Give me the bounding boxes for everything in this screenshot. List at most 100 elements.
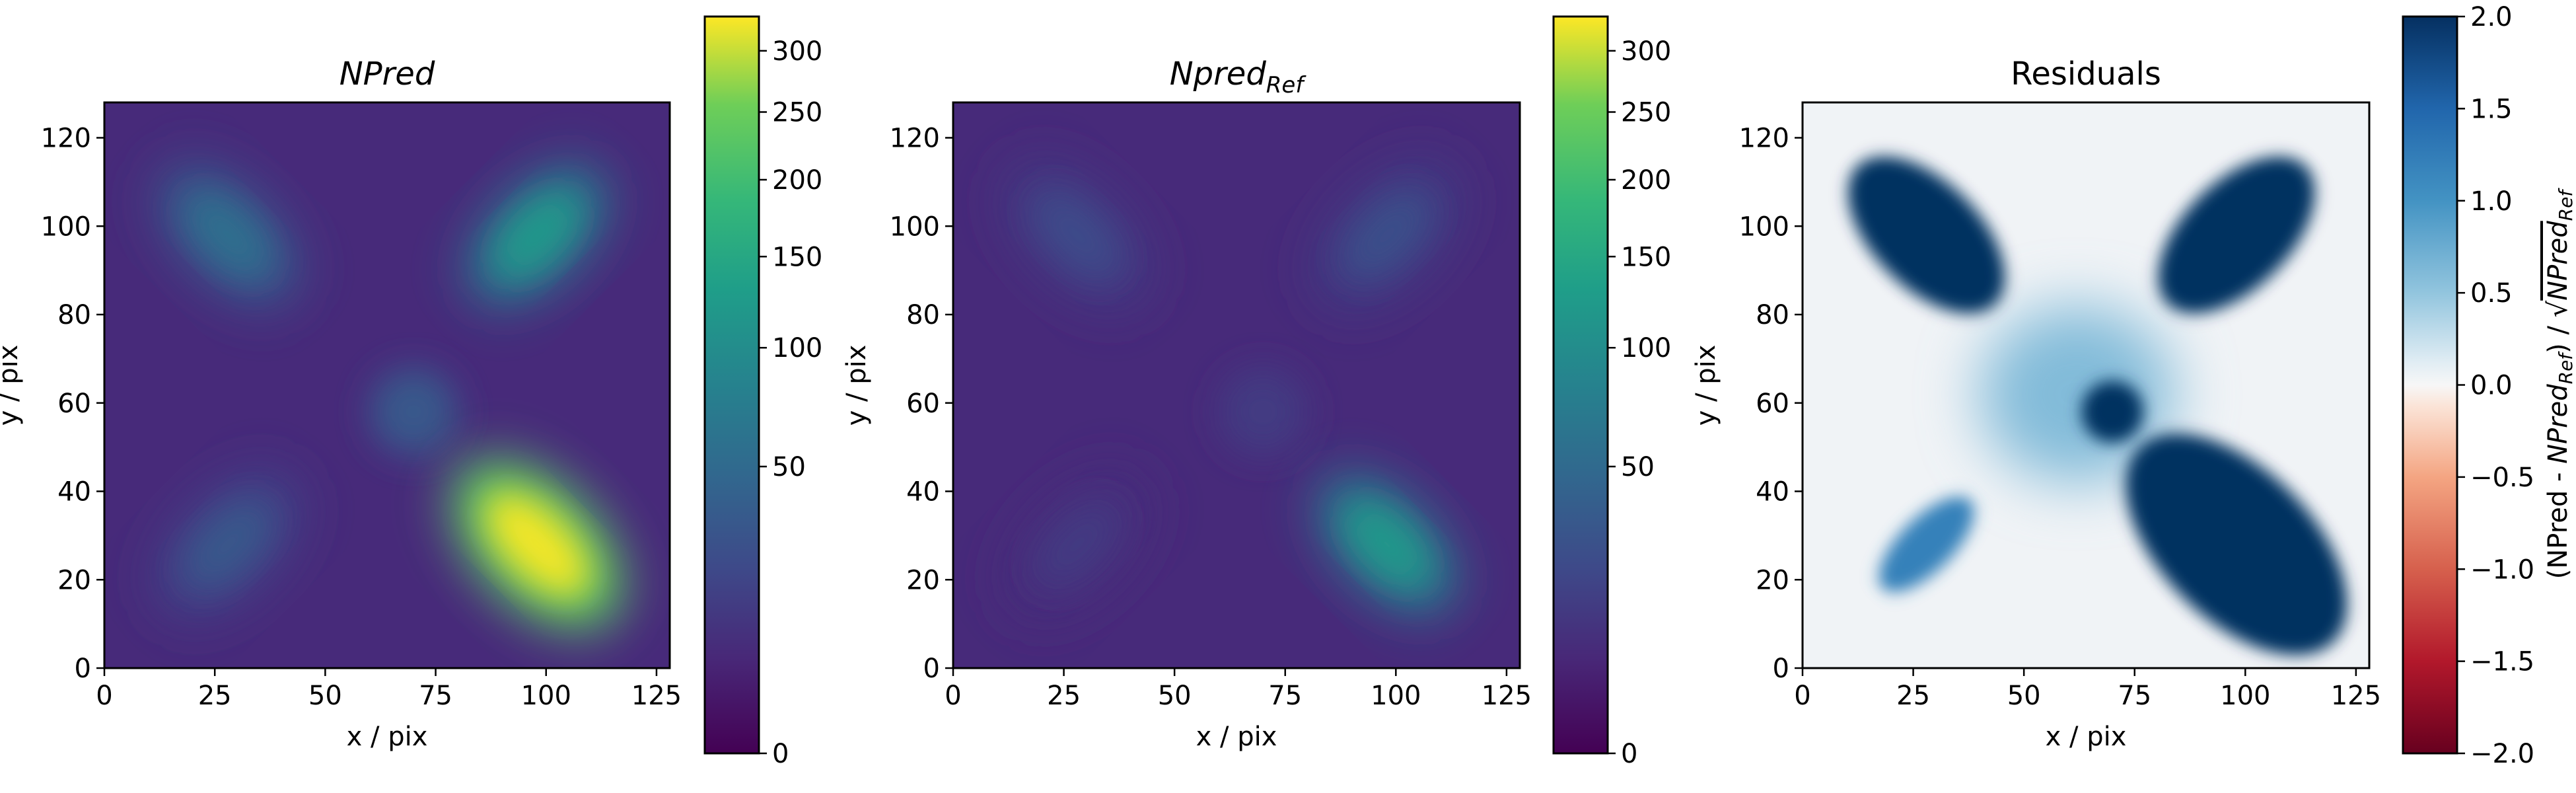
x-tick-label: 25 — [198, 681, 232, 711]
source-4 — [1345, 502, 1429, 587]
y-tick-label: 80 — [906, 300, 940, 330]
x-tick-label: 50 — [308, 681, 342, 711]
y-tick-label: 60 — [906, 389, 940, 419]
source-4 — [2126, 434, 2347, 656]
panel-npred-ref-xlabel: x / pix — [1196, 722, 1277, 752]
colorbar-tick-label: 0 — [772, 739, 789, 769]
panel-npred-colorbar-ticks: 0 50 100 150 200 250 300 — [759, 36, 822, 769]
panel-npred-ref-x-axis: 0 25 50 75 100 125 — [945, 668, 1532, 711]
source-3 — [186, 502, 270, 587]
source-4 — [485, 492, 590, 597]
colorbar-tick-label: 100 — [772, 333, 822, 363]
x-tick-label: 100 — [1371, 681, 1421, 711]
npred-sources — [157, 163, 624, 632]
y-tick-label: 20 — [1756, 565, 1789, 595]
y-tick-label: 100 — [41, 211, 91, 242]
panel-npred-ref-title: NpredRef — [1170, 56, 1307, 98]
x-tick-label: 100 — [2220, 681, 2270, 711]
colorbar-tick-label: 1.5 — [2470, 94, 2513, 124]
x-tick-label: 0 — [96, 681, 112, 711]
panel-npred: NPred 0 25 50 75 100 125 0 20 40 60 80 100 120 x / … — [0, 56, 682, 752]
colorbar-tick-label: 1.0 — [2470, 186, 2513, 217]
panel-npred-ref-ylabel: y / pix — [841, 345, 872, 426]
x-tick-label: 50 — [1158, 681, 1192, 711]
colorbar-tick-label: 50 — [772, 452, 806, 482]
x-tick-label: 75 — [2118, 681, 2151, 711]
x-tick-label: 75 — [1268, 681, 1302, 711]
panel-npred-ref-title-main: Npred — [1170, 56, 1267, 93]
panel-residuals-x-axis: 0 25 50 75 100 125 — [1794, 668, 2381, 711]
colorbar-tick-label: 300 — [772, 36, 822, 67]
panel-residuals-image — [1803, 102, 2369, 668]
colorbar-tick-label: −1.5 — [2470, 647, 2534, 677]
y-tick-label: 20 — [57, 565, 91, 595]
panel-npred-title: NPred — [340, 56, 435, 93]
source-2 — [1219, 367, 1308, 457]
y-tick-label: 120 — [41, 124, 91, 154]
panel-npred-ylabel: y / pix — [0, 345, 24, 426]
colorbar-tick-label: 50 — [1621, 452, 1655, 482]
source-2 — [369, 367, 458, 456]
x-tick-label: 25 — [1047, 681, 1081, 711]
cbar-label-sub-2: Ref — [2555, 188, 2576, 221]
y-tick-label: 40 — [1756, 477, 1789, 508]
panel-npred-ref: NpredRef 0 25 50 75 100 125 0 20 40 60 80 100 120 x… — [841, 56, 1532, 752]
source-0 — [186, 193, 270, 278]
panel-npred-ref-colorbar-ticks: 0 50 100 150 200 250 300 — [1608, 36, 1671, 769]
source-1 — [2158, 156, 2315, 314]
cbar-label-ref: NPred — [2543, 384, 2573, 464]
colorbar-tick-label: 0 — [1621, 739, 1637, 769]
x-tick-label: 125 — [2331, 681, 2381, 711]
colorbar-tick-label: −0.5 — [2470, 463, 2534, 493]
panel-npred-ref-y-axis: 0 20 40 60 80 100 120 — [890, 124, 953, 684]
panel-npred-colorbar: 0 50 100 150 200 250 300 — [703, 15, 822, 769]
panel-residuals-colorbar-ticks: −2.0 −1.5 −1.0 −0.5 0.0 0.5 1.0 1.5 2.0 — [2457, 2, 2534, 769]
panel-residuals-xlabel: x / pix — [2046, 722, 2127, 752]
panel-npred-ref-title-sub: Ref — [1266, 72, 1307, 98]
panel-npred-ref-image — [953, 102, 1520, 668]
x-tick-label: 0 — [1794, 681, 1810, 711]
y-tick-label: 20 — [906, 565, 940, 595]
panel-residuals-frame — [1801, 101, 2371, 669]
source-0 — [1035, 193, 1120, 278]
colorbar-tick-label: 0.5 — [2470, 278, 2513, 309]
y-tick-label: 120 — [1739, 124, 1789, 154]
x-tick-label: 0 — [945, 681, 961, 711]
cbar-label-sub: Ref — [2555, 351, 2576, 385]
npred-ref-sources — [1005, 163, 1459, 616]
source-1 — [1345, 193, 1429, 278]
panel-residuals-ylabel: y / pix — [1691, 345, 1721, 426]
colorbar-tick-label: −2.0 — [2470, 739, 2534, 769]
x-tick-label: 125 — [1482, 681, 1532, 711]
y-tick-label: 0 — [1773, 654, 1789, 684]
panel-npred-y-axis: 0 20 40 60 80 100 120 — [41, 124, 104, 684]
panel-residuals-colorbar: −2.0 −1.5 −1.0 −0.5 0.0 0.5 1.0 1.5 2.0 (NPred -… — [2402, 2, 2576, 769]
x-tick-label: 50 — [2007, 681, 2041, 711]
y-tick-label: 60 — [57, 389, 91, 419]
cbar-label-main: (NPred - — [2543, 464, 2573, 579]
panel-npred-image — [104, 102, 670, 668]
panel-npred-frame — [103, 101, 671, 669]
panel-npred-colorbar-frame — [703, 15, 760, 755]
source-3 — [1878, 496, 1974, 592]
x-tick-label: 25 — [1896, 681, 1930, 711]
y-tick-label: 100 — [890, 211, 940, 242]
colorbar-tick-label: 0.0 — [2470, 371, 2513, 401]
colorbar-tick-label: −1.0 — [2470, 554, 2534, 585]
panel-npred-colorbar-gradient — [705, 17, 759, 753]
panel-npred-xlabel: x / pix — [347, 722, 428, 752]
cbar-label-sqrt: √ — [2543, 300, 2573, 317]
panel-residuals-y-axis: 0 20 40 60 80 100 120 — [1739, 124, 1803, 684]
source-2 — [2081, 381, 2144, 443]
cbar-label-mid: ) / — [2543, 317, 2573, 354]
y-tick-label: 0 — [75, 654, 91, 684]
source-0 — [1847, 156, 2005, 314]
panel-npred-ref-colorbar: 0 50 100 150 200 250 300 — [1552, 15, 1671, 769]
cbar-label-ref-2: NPred — [2543, 221, 2573, 301]
panel-npred-ref-colorbar-gradient — [1554, 17, 1608, 753]
y-tick-label: 40 — [906, 477, 940, 508]
colorbar-tick-label: 2.0 — [2470, 2, 2513, 32]
colorbar-tick-label: 200 — [772, 165, 822, 196]
colorbar-tick-label: 150 — [1621, 242, 1671, 272]
